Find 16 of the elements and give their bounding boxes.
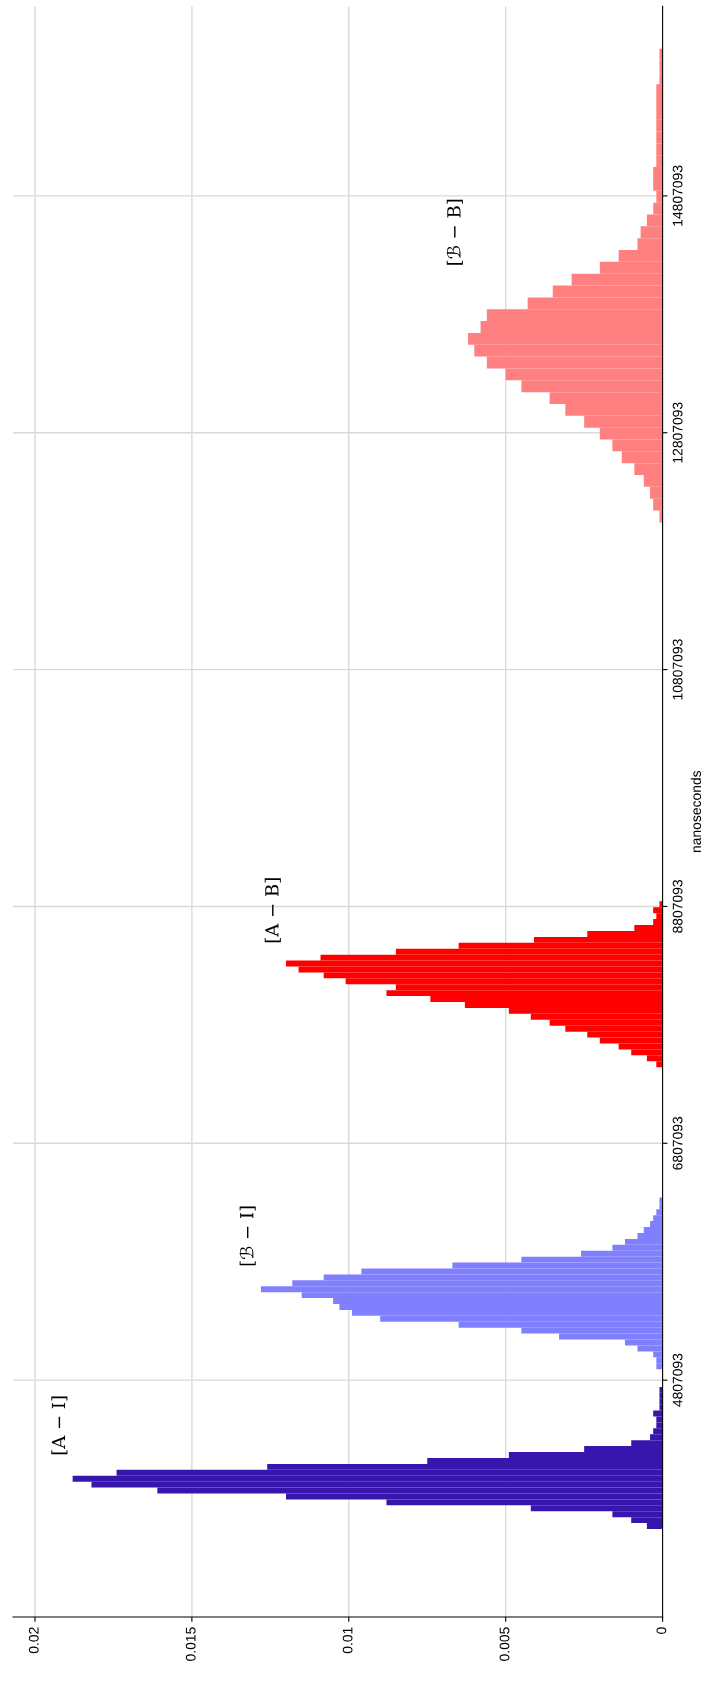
- x-tick-label: 0.005: [499, 1627, 510, 1661]
- x-tick-label: 0: [656, 1627, 667, 1634]
- x-tick-label: 0.02: [28, 1627, 39, 1654]
- y-tick-label: 10807093: [672, 639, 683, 700]
- text: [A − I]: [51, 1396, 68, 1455]
- text: [A − B]: [264, 878, 281, 943]
- y-tick-label: 12807093: [672, 402, 683, 463]
- text: [ℬ − I]: [239, 1206, 256, 1266]
- y-axis-title: nanoseconds: [690, 770, 702, 853]
- y-tick-label: 8807093: [672, 880, 683, 933]
- text: [ℬ − B]: [446, 199, 463, 265]
- y-tick-label: 6807093: [672, 1116, 683, 1170]
- x-tick-label: 0.015: [185, 1627, 196, 1661]
- y-tick-label: 4807093: [672, 1353, 683, 1407]
- x-tick-label: 0.01: [342, 1627, 353, 1654]
- y-tick-label: 14807093: [672, 165, 683, 226]
